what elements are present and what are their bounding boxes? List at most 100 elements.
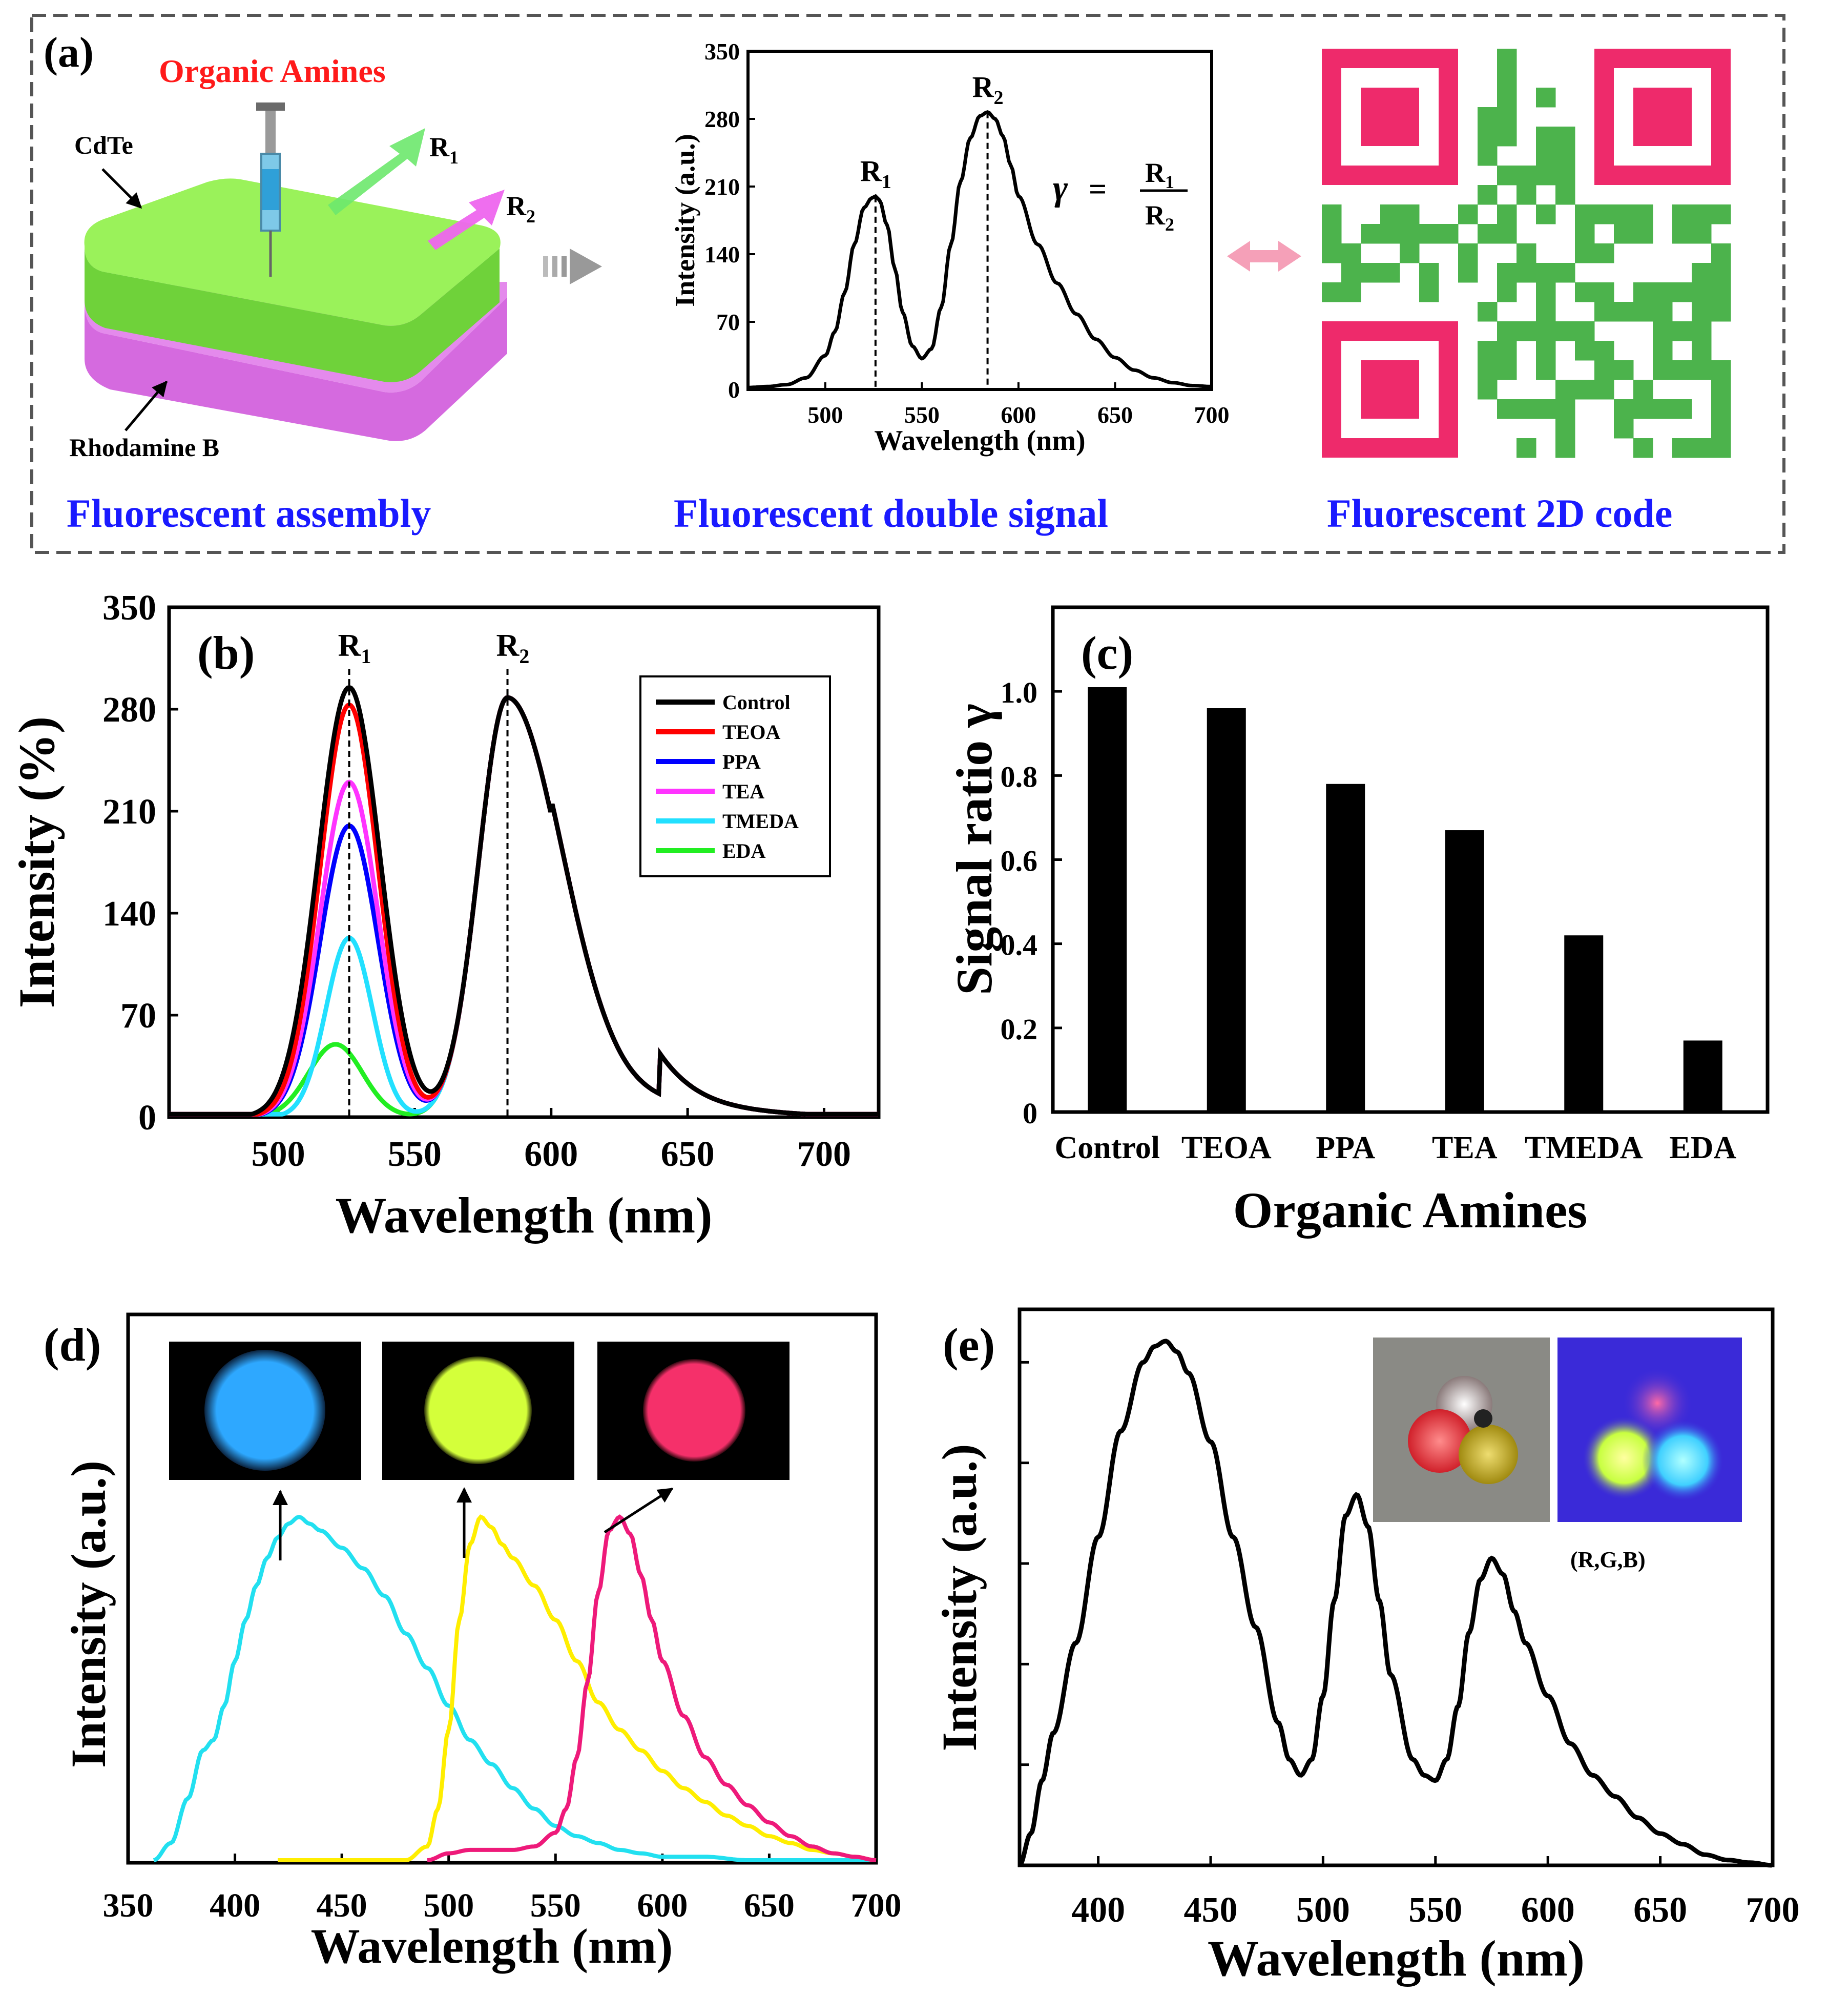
qr-module	[1341, 243, 1361, 263]
panel-c-label: (c)	[1081, 627, 1133, 679]
x-tick-label: PPA	[1316, 1130, 1375, 1165]
panel-a-spectrum-chart: 500 550 600 650 700 0 70 140 210 280 350 Wavelength…	[670, 38, 1230, 457]
y-tick-label: 210	[704, 174, 740, 200]
qr-module	[1711, 360, 1731, 380]
qr-module	[1517, 185, 1536, 205]
bar-eda	[1683, 1040, 1722, 1112]
legend-label-eda: EDA	[722, 839, 766, 862]
qr-module	[1361, 263, 1381, 283]
qr-module	[1614, 399, 1634, 419]
panel-b-label: (b)	[197, 627, 255, 679]
qr-module	[1555, 438, 1575, 458]
red-emission-photo	[597, 1342, 790, 1480]
qr-module	[1497, 88, 1517, 108]
qr-module	[1322, 204, 1342, 224]
panel-c-plot-frame	[1051, 605, 1770, 1114]
x-tick-label: 600	[524, 1135, 578, 1174]
qr-module	[1536, 127, 1556, 147]
qr-module	[1614, 302, 1634, 322]
qr-module	[1594, 380, 1614, 400]
qr-module	[1711, 438, 1731, 458]
qr-module	[1458, 243, 1478, 263]
legend-box	[639, 675, 831, 877]
x-tick-label: 350	[103, 1887, 154, 1924]
qr-module	[1517, 321, 1536, 341]
qr-module	[1536, 360, 1556, 380]
x-tick-label: 550	[1408, 1890, 1462, 1930]
qr-module	[1692, 282, 1712, 302]
qr-module	[1633, 224, 1653, 244]
x-tick-label: 700	[797, 1135, 851, 1174]
yellow-emission-photo	[382, 1342, 574, 1480]
qr-module	[1672, 204, 1692, 224]
qr-module	[1633, 380, 1653, 400]
qr-module	[1672, 224, 1692, 244]
uv-beads-photo	[1557, 1338, 1742, 1522]
panel-d-label: (d)	[44, 1319, 101, 1371]
blue-emission-photo	[169, 1342, 361, 1480]
qr-module	[1497, 204, 1517, 224]
qr-module	[1478, 127, 1498, 147]
qr-module	[1380, 204, 1400, 224]
y-tick-label: 0.4	[1001, 929, 1038, 962]
rhodamine-layer	[85, 297, 507, 441]
series-line-blue-emitter	[153, 1514, 876, 1862]
panel-b-chart: 500 550 600 650 700 0 70 140 210 280 350 Wavelength…	[8, 588, 881, 1244]
x-tick-label: EDA	[1669, 1130, 1736, 1165]
peak-label: R2	[972, 70, 1004, 109]
qr-module	[1517, 263, 1536, 283]
y-tick-label: 70	[120, 996, 156, 1036]
x-tick-label: 600	[637, 1887, 688, 1924]
caption-fluorescent-assembly: Fluorescent assembly	[67, 491, 431, 536]
y-tick-label: 0	[138, 1098, 156, 1138]
qr-module	[1594, 204, 1614, 224]
caption-fluorescent-double-signal: Fluorescent double signal	[674, 491, 1108, 536]
qr-module	[1653, 282, 1673, 302]
qr-module	[1672, 399, 1692, 419]
panel-b-plot-frame	[167, 605, 881, 1119]
qr-module	[1497, 49, 1517, 69]
y-tick-label: 1.0	[1001, 676, 1038, 709]
y-tick-label: 0.6	[1001, 845, 1038, 878]
qr-module	[1536, 282, 1556, 302]
qr-module	[1517, 438, 1536, 458]
r2-arrow-label: R2	[506, 191, 535, 227]
qr-module	[1653, 302, 1673, 322]
qr-finder-inner	[1633, 88, 1692, 146]
qr-module	[1458, 204, 1478, 224]
x-tick-label: TEOA	[1181, 1130, 1272, 1165]
qr-module	[1653, 321, 1673, 341]
qr-module	[1361, 224, 1381, 244]
x-tick-label: Control	[1054, 1130, 1160, 1165]
panel-e-insets: (R,G,B)	[1373, 1338, 1742, 1572]
qr-module	[1633, 399, 1653, 419]
qr-module	[1672, 282, 1692, 302]
fluorescent-assembly-illustration: R1 R2 CdTe Rhodamine B	[69, 102, 535, 462]
qr-module	[1711, 204, 1731, 224]
qr-module	[1555, 419, 1575, 439]
formula-denominator: R2	[1145, 200, 1174, 235]
series-line-yellow-emitter	[278, 1514, 877, 1862]
cdte-label: CdTe	[74, 131, 133, 159]
qr-module	[1672, 360, 1692, 380]
qr-finder-inner	[1361, 360, 1419, 419]
legend-label-tmeda: TMEDA	[722, 810, 799, 833]
qr-module	[1692, 224, 1712, 244]
y-axis-label: Intensity (a.u.)	[670, 134, 700, 307]
qr-module	[1478, 360, 1498, 380]
qr-module	[1555, 399, 1575, 419]
qr-module	[1478, 341, 1498, 361]
y-tick-label: 0	[1023, 1097, 1037, 1130]
qr-module	[1653, 399, 1673, 419]
y-axis-label: Intensity (a.u.)	[932, 1444, 987, 1751]
y-tick-label: 350	[704, 38, 740, 65]
panel-e-chart: 400 450 500 550 600 650 700 Wavelength (nm) Inte…	[932, 1307, 1800, 1987]
qr-module	[1478, 146, 1498, 166]
qr-module	[1555, 146, 1575, 166]
qr-module	[1692, 341, 1712, 361]
panel-a-dashed-border	[30, 14, 1785, 554]
peak-label: R1	[338, 628, 371, 668]
rgb-inset-caption: (R,G,B)	[1570, 1547, 1646, 1572]
bar-teoa	[1207, 708, 1246, 1112]
